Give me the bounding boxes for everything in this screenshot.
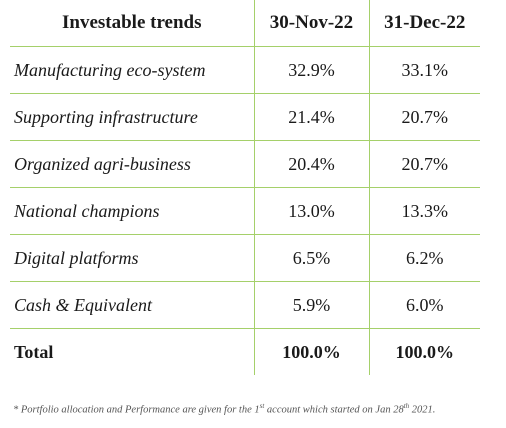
header-investable-trends: Investable trends [10,0,254,47]
header-30-nov-22: 30-Nov-22 [253,0,369,47]
footnote-text-2: account which started on Jan 28 [264,404,404,416]
nov-value: 6.5% [253,234,369,282]
nov-value: 20.4% [253,140,369,188]
total-dec-value: 100.0% [368,328,480,375]
total-label: Total [14,341,54,362]
footnote-text-1: * Portfolio allocation and Performance a… [13,404,260,416]
table-row: National champions 13.0% 13.3% [10,187,480,235]
total-row: Total 100.0% 100.0% [10,328,480,375]
table-row: Digital platforms 6.5% 6.2% [10,234,480,282]
footnote: * Portfolio allocation and Performance a… [13,402,435,416]
footnote-text-3: 2021. [409,404,436,416]
nov-value: 21.4% [253,93,369,141]
dec-value: 20.7% [368,140,480,188]
table-header-row: Investable trends 30-Nov-22 31-Dec-22 [10,0,480,47]
nov-value: 5.9% [253,281,369,329]
total-nov-value: 100.0% [253,328,369,375]
footnote-ordinal-1: st [259,402,265,410]
dec-value: 13.3% [368,187,480,235]
trend-label: Manufacturing eco-system [10,46,254,94]
nov-value: 13.0% [253,187,369,235]
header-31-dec-22: 31-Dec-22 [368,0,480,47]
table-row: Supporting infrastructure 21.4% 20.7% [10,93,480,141]
trend-label: Cash & Equivalent [10,281,254,329]
dec-value: 33.1% [368,46,480,94]
investable-trends-table: Investable trends 30-Nov-22 31-Dec-22 Ma… [10,0,480,375]
trend-label: National champions [10,187,254,235]
table-row: Cash & Equivalent 5.9% 6.0% [10,281,480,329]
dec-value: 6.0% [368,281,480,329]
trend-label: Organized agri-business [10,140,254,188]
dec-value: 6.2% [368,234,480,282]
table-row: Manufacturing eco-system 32.9% 33.1% [10,46,480,94]
dec-value: 20.7% [368,93,480,141]
table-row: Organized agri-business 20.4% 20.7% [10,140,480,188]
trend-label: Digital platforms [10,234,254,282]
trend-label: Supporting infrastructure [10,93,254,141]
footnote-ordinal-2: th [403,402,410,410]
nov-value: 32.9% [253,46,369,94]
